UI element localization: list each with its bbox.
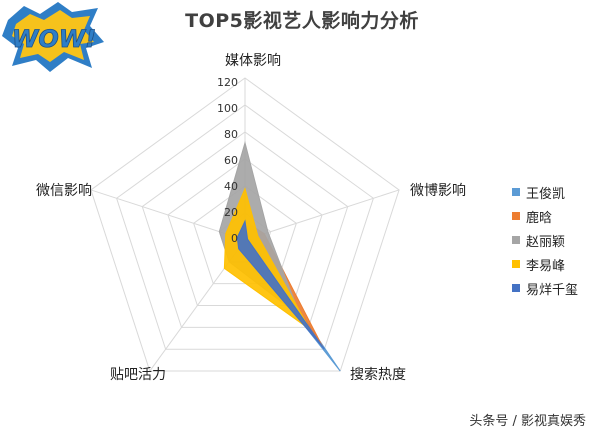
grid-ring [90, 77, 400, 372]
tick-label: 40 [224, 180, 238, 193]
legend-swatch [512, 212, 520, 220]
legend-label: 鹿晗 [526, 210, 553, 226]
legend-item: 鹿晗 [512, 204, 578, 228]
tick-label: 20 [224, 206, 238, 219]
grid-ring [167, 158, 323, 307]
axis-label-weibo: 微博影响 [410, 183, 466, 199]
tick-label: 100 [217, 102, 238, 115]
axis-label-wechat: 微信影响 [36, 183, 92, 199]
legend-label: 李易峰 [526, 258, 566, 274]
grid-ring [116, 104, 374, 350]
legend-swatch [512, 284, 520, 292]
logo-text: WOW! [12, 25, 96, 53]
legend-swatch [512, 188, 520, 196]
tick-label: 120 [217, 76, 238, 89]
axis-label-tieba: 贴吧活力 [110, 367, 166, 383]
series-area-4 [236, 219, 325, 350]
legend-label: 易烊千玺 [526, 282, 579, 298]
tick-label: 0 [231, 232, 238, 245]
legend-item: 易烊千玺 [512, 276, 578, 300]
axis-label-search: 搜索热度 [350, 367, 406, 383]
legend-item: 赵丽颖 [512, 228, 578, 252]
legend: 王俊凯 鹿晗 赵丽颖 李易峰 易烊千玺 [512, 180, 578, 300]
tick-label: 60 [224, 154, 238, 167]
chart-title: TOP5影视艺人影响力分析 [185, 10, 419, 32]
legend-label: 王俊凯 [526, 186, 566, 202]
legend-item: 王俊凯 [512, 180, 578, 204]
legend-item: 李易峰 [512, 252, 578, 276]
legend-swatch [512, 236, 520, 244]
wow-logo: WOW! [2, 2, 104, 72]
legend-label: 赵丽颖 [526, 234, 566, 250]
axis-spoke [244, 189, 400, 241]
axis-label-media: 媒体影响 [225, 53, 281, 69]
watermark: 头条号 / 影视真娱秀 [469, 414, 586, 429]
legend-swatch [512, 260, 520, 268]
tick-label: 80 [224, 128, 238, 141]
grid-ring [141, 131, 349, 328]
